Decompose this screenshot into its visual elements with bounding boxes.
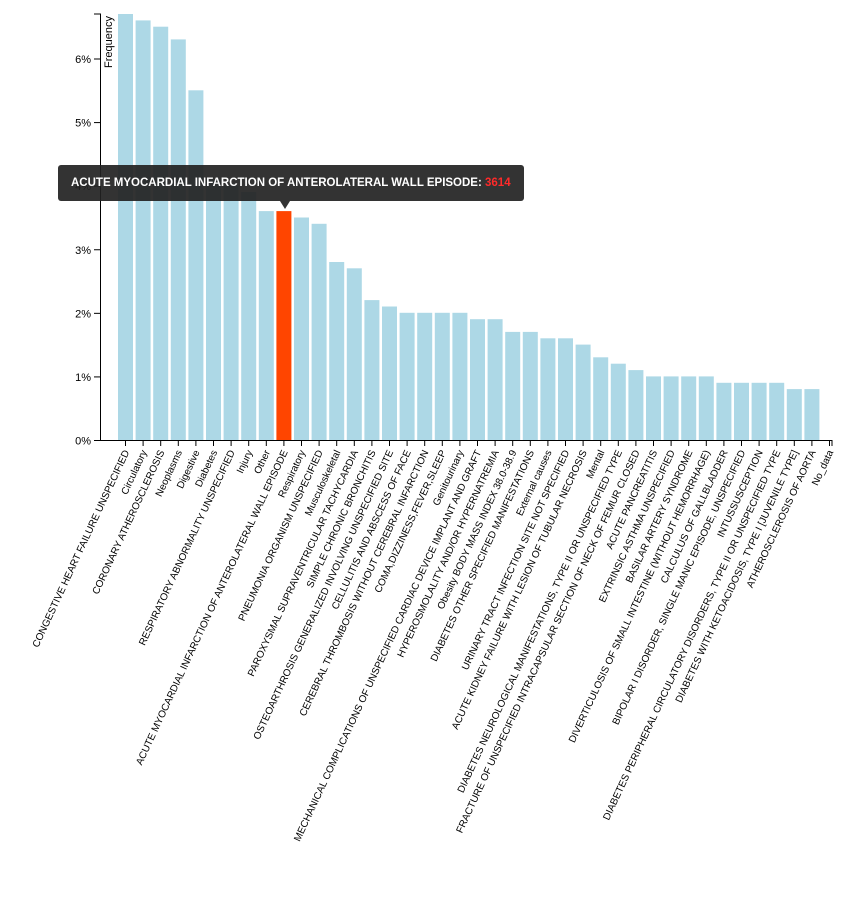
y-tick-label-2: 2% (75, 308, 91, 320)
bar-8[interactable] (258, 211, 274, 440)
bar-16[interactable] (399, 312, 415, 440)
y-axis: Frequency 0%1%2%3%4%5%6% (75, 13, 115, 448)
bar-28[interactable] (610, 363, 626, 440)
bar-19[interactable] (452, 312, 468, 440)
bar-12[interactable] (329, 262, 345, 440)
bar-32[interactable] (681, 376, 697, 440)
bars-group (118, 14, 820, 441)
bar-35[interactable] (734, 382, 749, 440)
bar-26[interactable] (575, 344, 591, 440)
bar-6[interactable] (223, 185, 239, 440)
bar-1[interactable] (135, 20, 151, 441)
bar-39[interactable] (804, 389, 820, 440)
bar-3[interactable] (170, 39, 186, 441)
x-axis-line (94, 440, 833, 446)
bar-29[interactable] (628, 370, 644, 440)
bar-24[interactable] (540, 338, 556, 440)
bar-11[interactable] (311, 223, 327, 440)
bar-38[interactable] (786, 389, 802, 440)
bar-30[interactable] (646, 376, 661, 440)
tooltip-value: 3614 (485, 177, 511, 189)
tooltip-arrow (280, 201, 290, 209)
bar-14[interactable] (364, 300, 380, 440)
x-axis: CONGESTIVE HEART FAILURE UNSPECIFIEDCirc… (31, 440, 836, 843)
bar-25[interactable] (558, 338, 573, 440)
bar-7[interactable] (241, 192, 257, 440)
y-tick-label-0: 0% (75, 436, 91, 448)
bar-0[interactable] (118, 14, 133, 440)
bar-9[interactable] (276, 211, 292, 440)
y-tick-label-5: 5% (75, 118, 91, 130)
y-tick-label-1: 1% (75, 372, 91, 384)
bar-13[interactable] (346, 268, 362, 440)
bar-31[interactable] (663, 376, 679, 440)
bar-17[interactable] (417, 312, 433, 440)
bar-34[interactable] (716, 382, 732, 440)
bar-2[interactable] (153, 26, 169, 440)
bar-27[interactable] (593, 357, 609, 440)
bar-5[interactable] (206, 179, 221, 441)
bar-37[interactable] (769, 382, 785, 440)
bar-21[interactable] (487, 319, 503, 440)
bar-20[interactable] (470, 319, 485, 440)
y-axis-label: Frequency (103, 16, 115, 68)
bar-23[interactable] (522, 331, 538, 440)
bar-33[interactable] (698, 376, 714, 440)
y-tick-label-6: 6% (75, 54, 91, 66)
bar-36[interactable] (751, 382, 767, 440)
bar-10[interactable] (294, 217, 309, 441)
tooltip-label: ACUTE MYOCARDIAL INFARCTION OF ANTEROLAT… (71, 177, 482, 189)
bar-4[interactable] (188, 90, 204, 441)
bar-18[interactable] (434, 312, 450, 440)
bar-tooltip: ACUTE MYOCARDIAL INFARCTION OF ANTEROLAT… (58, 165, 524, 201)
bar-15[interactable] (382, 306, 397, 441)
bar-22[interactable] (505, 331, 521, 440)
y-tick-label-3: 3% (75, 245, 91, 257)
